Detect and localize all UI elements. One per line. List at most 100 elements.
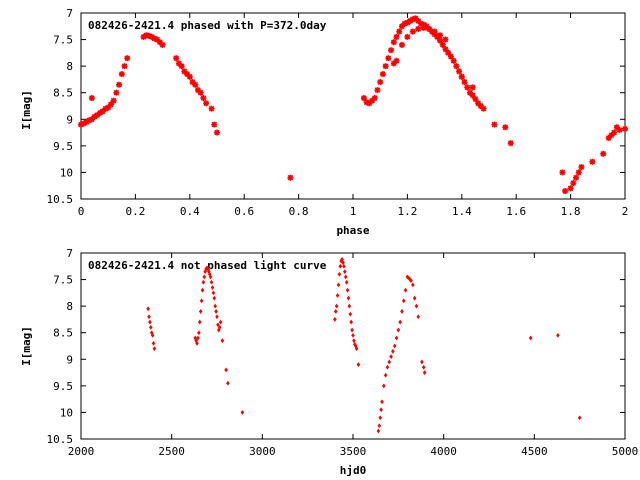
phased-data-point [404,33,411,40]
unphased-data-point [380,399,384,405]
phased-data-point [211,121,218,128]
phased-ytick-label: 7 [66,7,73,20]
unphased-ytick-label: 10 [60,406,73,419]
unphased-data-point [422,370,427,375]
unphased-data-point [195,340,199,346]
phased-data-point [600,150,607,157]
phased-data-point [173,55,180,62]
unphased-data-point [149,325,153,330]
unphased-data-point [385,364,390,370]
unphased-data-point [199,298,204,304]
phased-chart-title: 082426-2421.4 phased with P=372.0day [88,19,327,32]
phased-chart-ylabel: I[mag] [20,90,33,130]
phased-data-point [379,71,386,78]
unphased-data-point [213,303,217,309]
phased-data-point [575,169,582,176]
phased-ytick-label: 9 [66,113,73,126]
phased-data-point [507,140,514,147]
phased-xtick-label: 0 [78,205,85,218]
phased-data-point [374,87,381,94]
unphased-data-point [149,330,154,336]
phased-data-point [442,36,449,43]
unphased-data-point [577,415,582,421]
phased-data-point [88,95,95,102]
phased-xtick-label: 1.4 [452,205,472,218]
phased-data-point [589,158,596,165]
unphased-data-point [379,407,383,413]
unphased-data-point [333,317,337,322]
unphased-data-point [411,282,415,288]
unphased-data-point [378,415,382,421]
unphased-data-point [353,343,358,349]
phased-data-point [437,37,444,44]
unphased-data-point [335,293,340,298]
unphased-data-point [409,278,413,284]
phased-data-point [567,185,574,192]
unphased-data-point [212,295,217,301]
unphased-data-point [398,319,402,325]
phased-xtick-label: 2 [622,205,629,218]
phased-data-point [458,73,465,80]
phased-data-point [480,105,487,112]
unphased-data-point [334,303,339,309]
phased-xtick-label: 1.8 [561,205,581,218]
phased-xtick-label: 0.2 [125,205,145,218]
phased-data-point [447,53,454,60]
phased-data-point [214,129,220,136]
phased-data-point [382,63,389,70]
phased-xtick-label: 1 [350,205,357,218]
phased-ytick-label: 8 [66,60,73,73]
unphased-data-point [345,287,350,293]
unphased-data-point [197,319,202,325]
phased-data-point [491,121,498,128]
unphased-data-point [146,306,150,312]
unphased-ytick-label: 9.5 [53,380,73,393]
unphased-data-point [151,340,156,346]
unphased-data-point [333,309,338,314]
unphased-data-point [376,428,381,434]
phased-data-point [385,55,392,62]
unphased-data-point [414,303,419,309]
unphased-xtick-label: 4500 [521,445,548,458]
phased-xtick-label: 0.6 [234,205,254,218]
phased-chart-points [78,15,628,195]
unphased-ytick-label: 9 [66,353,73,366]
phased-xtick-label: 0.8 [289,205,309,218]
phased-data-point [159,41,166,48]
phased-data-point [570,180,577,187]
unphased-data-point [556,332,560,338]
unphased-data-point [528,335,533,341]
unphased-data-point [196,335,200,341]
phased-data-point [390,60,397,67]
unphased-xtick-label: 2500 [158,445,185,458]
phased-ytick-label: 10 [60,166,73,179]
unphased-data-point [412,295,417,301]
unphased-data-point [343,274,348,280]
phased-data-point [116,81,123,88]
phased-chart-frame [80,12,626,200]
unphased-data-point [349,319,353,325]
unphased-data-point [208,274,213,280]
unphased-data-point [339,258,344,264]
unphased-data-point [218,319,223,325]
unphased-data-point [341,260,345,265]
unphased-data-point [197,330,201,336]
unphased-data-point [347,303,352,309]
unphased-xtick-label: 4000 [430,445,457,458]
unphased-data-point [226,380,230,386]
unphased-data-point [392,343,397,349]
phased-data-point [118,71,125,78]
phased-data-point [124,55,131,62]
phased-data-point [393,33,400,40]
phased-data-point [390,39,397,46]
unphased-data-point [350,327,354,333]
unphased-ytick-label: 7 [66,247,73,260]
unphased-data-point [216,322,220,328]
phased-data-point [502,124,509,131]
unphased-data-point [416,314,421,320]
phased-data-point [450,57,457,64]
unphased-data-point [150,332,155,338]
unphased-xtick-label: 3500 [340,445,367,458]
phased-data-point [415,25,422,32]
phased-ytick-label: 10.5 [47,193,74,206]
